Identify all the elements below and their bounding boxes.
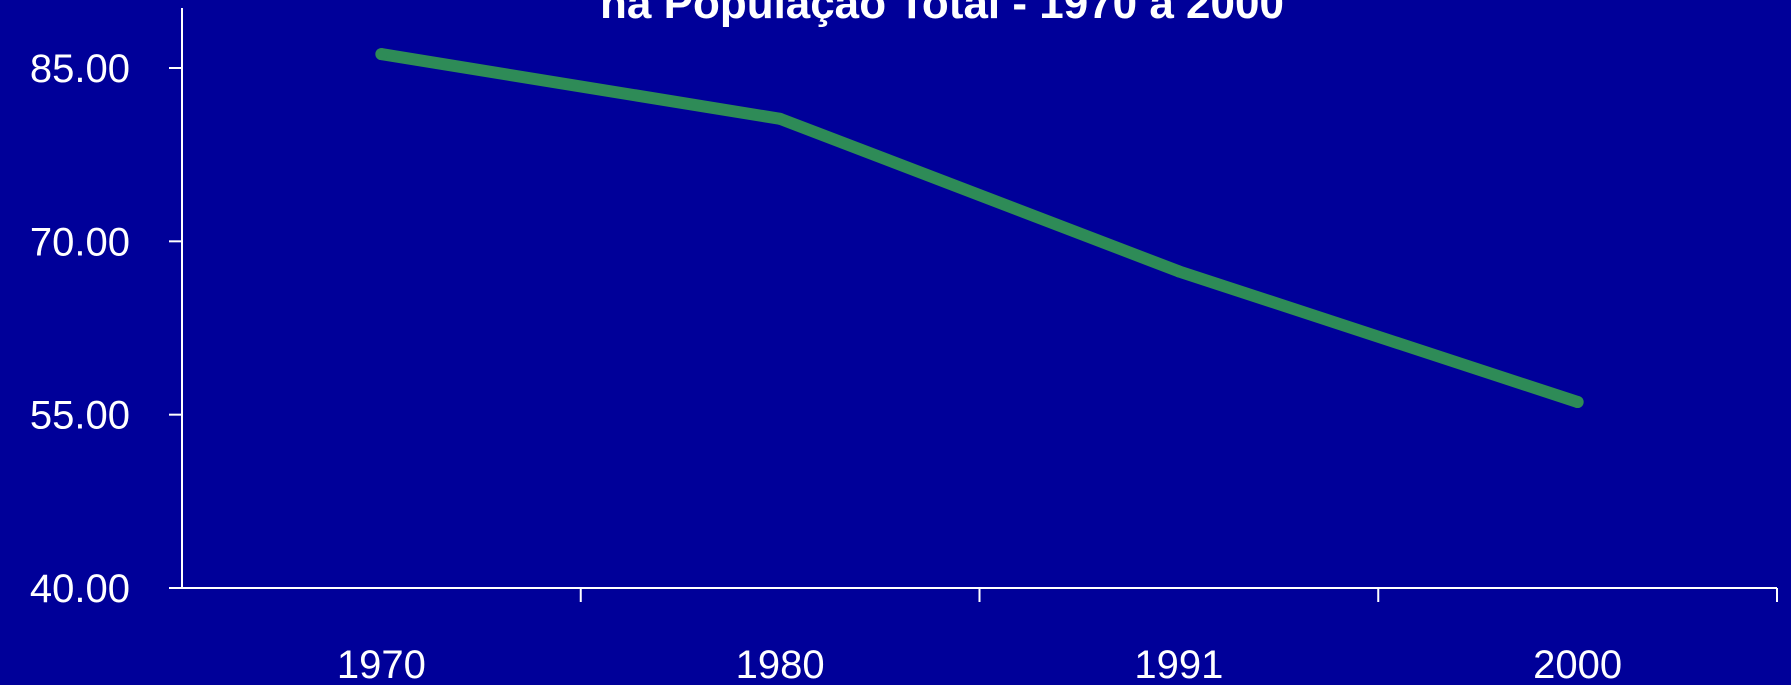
x-tick-label: 1980: [736, 643, 825, 685]
data-point: [774, 112, 787, 125]
tick-labels: 85.00 70.00 55.00 40.00 1970 1980 1991 2000: [30, 47, 1622, 685]
y-tick-label: 40.00: [30, 567, 130, 611]
chart-title: na População Total - 1970 a 2000: [600, 0, 1284, 28]
data-point: [1172, 265, 1185, 278]
x-tick-label: 1991: [1134, 643, 1223, 685]
y-tick-label: 70.00: [30, 220, 130, 264]
data-point: [375, 48, 388, 61]
x-tick-label: 2000: [1533, 643, 1622, 685]
series-layer: [375, 48, 1584, 408]
series-line: [375, 48, 1584, 408]
y-tick-label: 85.00: [30, 47, 130, 91]
y-tick-label: 55.00: [30, 394, 130, 438]
x-tick-label: 1970: [337, 643, 426, 685]
data-point: [1571, 395, 1584, 408]
axes: [169, 8, 1778, 602]
